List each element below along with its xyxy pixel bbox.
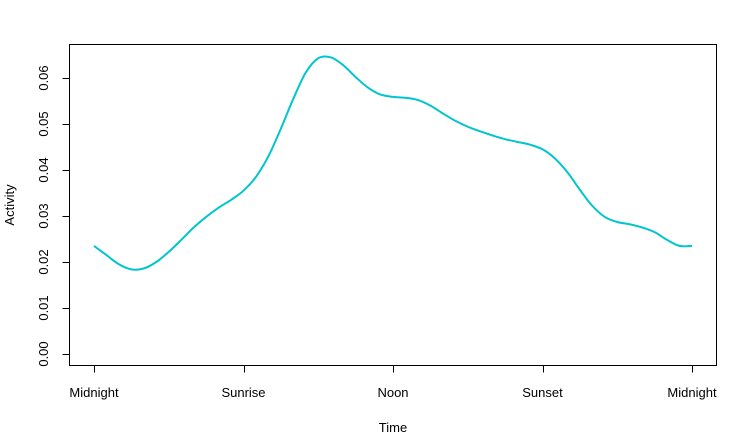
- x-tick-label: Noon: [377, 385, 408, 400]
- x-tick-label: Midnight: [667, 385, 717, 400]
- y-tick-label: 0.03: [36, 203, 51, 228]
- y-tick-label: 0.02: [36, 249, 51, 274]
- activity-line: [93, 55, 693, 271]
- plot-frame: [69, 44, 717, 366]
- x-axis: Midnight Sunrise Noon Sunset Midnight: [69, 365, 717, 400]
- y-tick-label: 0.06: [36, 65, 51, 90]
- x-tick-label: Midnight: [69, 385, 119, 400]
- y-tick-label: 0.04: [36, 157, 51, 182]
- y-tick-label: 0.05: [36, 111, 51, 136]
- y-axis-label: Activity: [2, 184, 17, 226]
- x-axis-label: Time: [379, 420, 407, 435]
- y-axis: 0.00 0.01 0.02 0.03 0.04 0.05 0.06: [36, 65, 70, 367]
- y-tick-label: 0.00: [36, 341, 51, 366]
- x-tick-label: Sunrise: [221, 385, 265, 400]
- y-tick-label: 0.01: [36, 295, 51, 320]
- x-tick-label: Sunset: [522, 385, 563, 400]
